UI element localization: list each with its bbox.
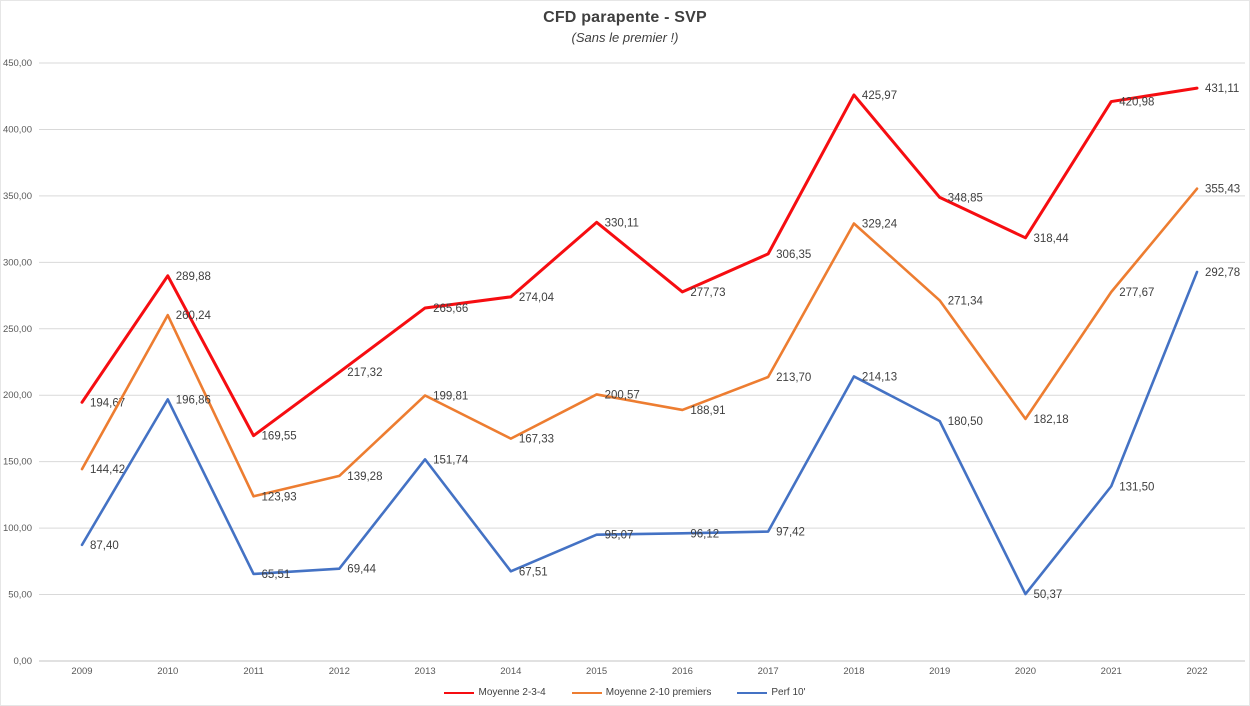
data-label: 67,51 xyxy=(519,566,548,578)
data-label: 139,28 xyxy=(347,471,382,483)
data-label: 69,44 xyxy=(347,564,376,576)
x-tick-label: 2011 xyxy=(243,666,263,677)
data-label: 213,70 xyxy=(776,372,811,384)
data-label: 425,97 xyxy=(862,90,897,102)
series-3: 87,40 196,86 65,51 69,44 151,74 67,51 95,07 96,… xyxy=(80,267,1240,601)
data-label: 151,74 xyxy=(433,454,469,466)
series-line xyxy=(80,187,1199,498)
data-label: 167,33 xyxy=(519,434,554,446)
data-label: 318,44 xyxy=(1033,233,1069,245)
data-label: 200,57 xyxy=(605,389,640,401)
y-tick-label: 100,00 xyxy=(3,523,32,534)
legend-item: Moyenne 2-10 premiers xyxy=(571,687,712,698)
gridlines xyxy=(39,62,1245,662)
x-tick-label: 2018 xyxy=(843,666,864,677)
data-label: 65,51 xyxy=(262,569,291,581)
data-label: 196,86 xyxy=(176,394,211,406)
data-label: 292,78 xyxy=(1205,267,1240,279)
data-label: 274,04 xyxy=(519,292,555,304)
data-label: 199,81 xyxy=(433,390,468,402)
chart-subtitle: (Sans le premier !) xyxy=(571,30,679,45)
y-tick-label: 200,00 xyxy=(3,390,32,401)
x-tick-label: 2014 xyxy=(500,666,521,677)
data-label: 277,73 xyxy=(690,287,725,299)
y-tick-label: 300,00 xyxy=(3,257,32,268)
y-tick-label: 0,00 xyxy=(14,656,33,667)
data-label: 329,24 xyxy=(862,218,898,230)
x-tick-label: 2013 xyxy=(415,666,436,677)
chart-title: CFD parapente - SVP xyxy=(543,9,707,26)
series-1: 194,67289,88169,55217,32265,66274,04330,… xyxy=(80,83,1239,443)
data-label: 330,11 xyxy=(605,217,639,229)
series-2: 144,42 260,24 123,93 139,28 199,81 167,33 200,… xyxy=(80,184,1240,503)
legend-label: Perf 10' xyxy=(771,687,806,698)
legend-item: Moyenne 2-3-4 xyxy=(444,687,546,698)
x-tick-label: 2019 xyxy=(929,666,950,677)
data-label: 420,98 xyxy=(1119,97,1154,109)
data-label: 96,12 xyxy=(690,528,719,540)
data-label: 265,66 xyxy=(433,303,468,315)
legend-item: Perf 10' xyxy=(737,687,806,698)
data-label: 182,18 xyxy=(1033,414,1068,426)
series-line xyxy=(80,270,1199,596)
y-tick-label: 400,00 xyxy=(3,124,32,135)
y-tick-label: 350,00 xyxy=(3,191,32,202)
data-label: 260,24 xyxy=(176,310,212,322)
legend-line-swatch xyxy=(444,691,475,694)
x-tick-label: 2010 xyxy=(157,666,178,677)
legend-line-swatch xyxy=(571,691,602,694)
data-label: 188,91 xyxy=(690,405,725,417)
data-label: 169,55 xyxy=(262,431,297,443)
data-label: 355,43 xyxy=(1205,184,1240,196)
data-label: 306,35 xyxy=(776,249,811,261)
data-label: 271,34 xyxy=(948,295,984,307)
x-tick-label: 2022 xyxy=(1186,666,1207,677)
legend-label: Moyenne 2-3-4 xyxy=(478,687,546,698)
x-tick-label: 2020 xyxy=(1015,666,1036,677)
x-tick-label: 2016 xyxy=(672,666,693,677)
data-label: 123,93 xyxy=(262,491,297,503)
plot-area: 0,00 50,00 100,00 150,00 200,00 250,00 300,00 3… xyxy=(3,58,1245,677)
data-label: 217,32 xyxy=(347,367,382,379)
legend-line-swatch xyxy=(737,691,768,694)
data-label: 95,07 xyxy=(605,530,634,542)
y-tick-label: 450,00 xyxy=(3,58,32,69)
y-tick-label: 50,00 xyxy=(8,590,32,601)
y-tick-label: 250,00 xyxy=(3,324,32,335)
data-label: 431,11 xyxy=(1205,83,1239,95)
data-label: 277,67 xyxy=(1119,287,1154,299)
chart-legend: Moyenne 2-3-4 Moyenne 2-10 premiers Perf 1… xyxy=(1,687,1249,698)
data-label: 289,88 xyxy=(176,271,211,283)
data-label: 50,37 xyxy=(1033,589,1062,601)
y-tick-label: 150,00 xyxy=(3,457,32,468)
x-tick-label: 2009 xyxy=(71,666,92,677)
x-axis-tick-labels: 2009 2010 2011 2012 2013 2014 2015 2016 2017 2018… xyxy=(71,666,1207,677)
data-label: 87,40 xyxy=(90,540,119,552)
x-tick-label: 2017 xyxy=(758,666,779,677)
series-line xyxy=(80,86,1199,438)
data-label: 214,13 xyxy=(862,371,897,383)
x-tick-label: 2015 xyxy=(586,666,607,677)
legend-label: Moyenne 2-10 premiers xyxy=(605,687,712,698)
y-axis-tick-labels: 0,00 50,00 100,00 150,00 200,00 250,00 300,00 3… xyxy=(3,58,32,667)
data-label: 348,85 xyxy=(948,192,983,204)
data-label: 131,50 xyxy=(1119,481,1154,493)
x-tick-label: 2012 xyxy=(329,666,350,677)
x-tick-label: 2021 xyxy=(1101,666,1122,677)
data-label: 97,42 xyxy=(776,527,805,539)
data-label: 144,42 xyxy=(90,464,125,476)
data-label: 180,50 xyxy=(948,416,983,428)
